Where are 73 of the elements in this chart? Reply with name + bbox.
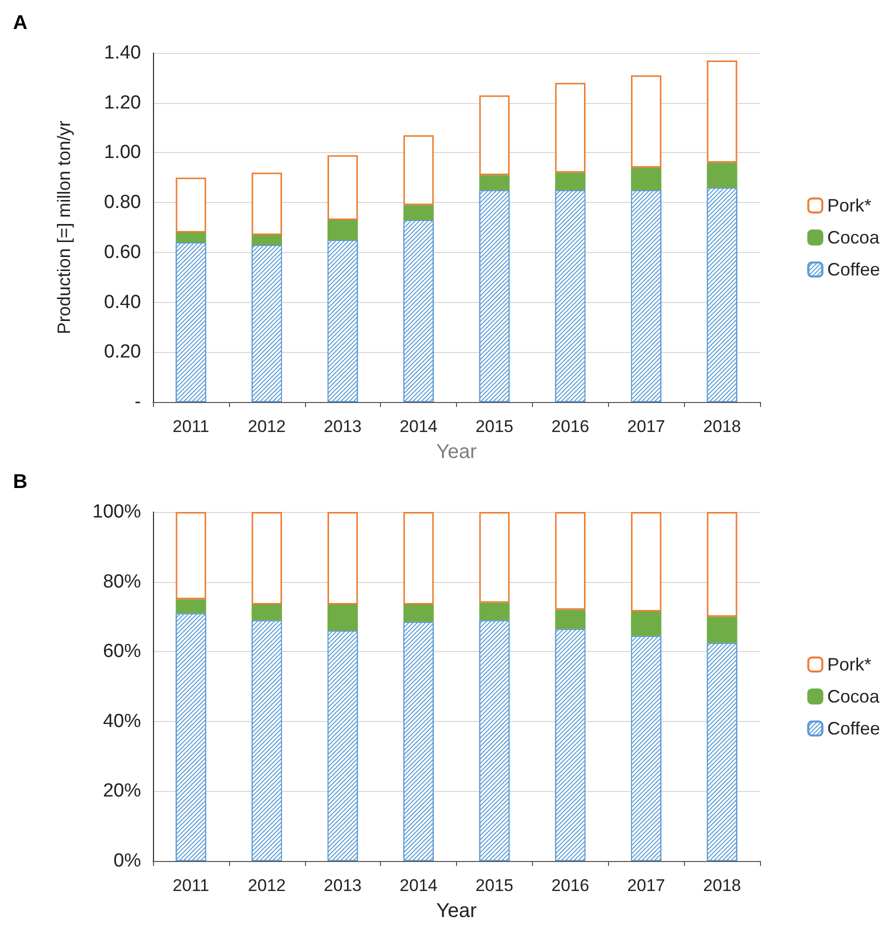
- x-tick-label: 2014: [400, 876, 438, 895]
- chart-title: B: [13, 471, 28, 493]
- bar: [252, 604, 282, 620]
- x-tick-label: 2014: [400, 417, 438, 436]
- bar: [252, 512, 282, 604]
- bar: [403, 135, 434, 206]
- y-tick-label: 0%: [114, 850, 142, 872]
- x-tick-label: 2016: [551, 417, 590, 436]
- bar: [328, 155, 358, 220]
- bar: [252, 172, 282, 235]
- y-tick-label: 80%: [102, 571, 142, 592]
- bar: [479, 175, 510, 190]
- bar: [176, 512, 206, 600]
- y-tick-label: 100%: [92, 502, 142, 522]
- x-tick-label: 2018: [703, 876, 741, 895]
- y-tick-label: 0.80: [104, 192, 141, 214]
- bar: [479, 512, 510, 603]
- bar: [479, 602, 510, 620]
- x-tick-label: 2017: [627, 417, 666, 436]
- bar: [328, 512, 358, 604]
- y-tick-label: 1.20: [104, 92, 141, 114]
- y-tick-label: 40%: [102, 710, 142, 732]
- x-tick-label: 2018: [703, 417, 741, 436]
- y-tick-label: 20%: [102, 780, 142, 802]
- bar: [403, 512, 434, 604]
- y-tick-label: 0.60: [104, 242, 141, 263]
- bar: [631, 611, 662, 636]
- x-tick-label: 2015: [476, 417, 514, 436]
- x-tick-label: 2013: [324, 417, 362, 436]
- bar: [176, 599, 206, 614]
- legend-label: Cocoa: [827, 686, 880, 706]
- bar: [706, 512, 738, 617]
- x-tick-label: 2016: [551, 876, 590, 895]
- bar: [706, 162, 738, 188]
- x-tick-label: 2013: [324, 876, 362, 895]
- y-tick-label: -: [134, 392, 141, 412]
- y-tick-label: 1.00: [104, 142, 141, 164]
- x-tick-label: 2015: [476, 876, 514, 895]
- bar: [252, 234, 282, 245]
- x-tick-label: 2011: [172, 876, 210, 895]
- y-tick-label: 0.20: [104, 342, 141, 363]
- legend-label: Coffee: [827, 260, 880, 280]
- bar: [631, 75, 662, 168]
- bar: [555, 610, 586, 629]
- bar: [555, 82, 586, 173]
- y-axis-title: Production [=] millon ton/yr: [54, 120, 74, 334]
- bar: [555, 172, 586, 190]
- y-tick-label: 1.40: [104, 42, 141, 64]
- bar: [403, 604, 434, 622]
- bar: [555, 512, 586, 610]
- x-axis-title: Year: [436, 900, 478, 922]
- bar: [328, 220, 358, 240]
- bar: [706, 616, 738, 643]
- bar: [631, 512, 662, 612]
- legend-label: Coffee: [827, 718, 880, 738]
- bar: [403, 205, 434, 220]
- y-tick-label: 0.40: [104, 292, 141, 313]
- bar: [479, 95, 510, 176]
- bar: [631, 168, 662, 190]
- x-tick-label: 2012: [248, 876, 286, 895]
- legend-label: Pork*: [827, 196, 872, 216]
- x-tick-label: 2017: [627, 876, 666, 895]
- legend-label: Cocoa: [827, 228, 880, 248]
- x-tick-label: 2012: [248, 417, 286, 436]
- x-tick-label: 2011: [172, 417, 210, 436]
- bar: [328, 604, 358, 631]
- y-tick-label: 60%: [102, 641, 142, 662]
- x-axis-title: Year: [436, 441, 478, 463]
- legend-label: Pork*: [827, 654, 872, 674]
- bar: [176, 178, 206, 232]
- bar: [176, 232, 206, 242]
- chart-title: A: [13, 12, 28, 34]
- bar: [706, 60, 738, 163]
